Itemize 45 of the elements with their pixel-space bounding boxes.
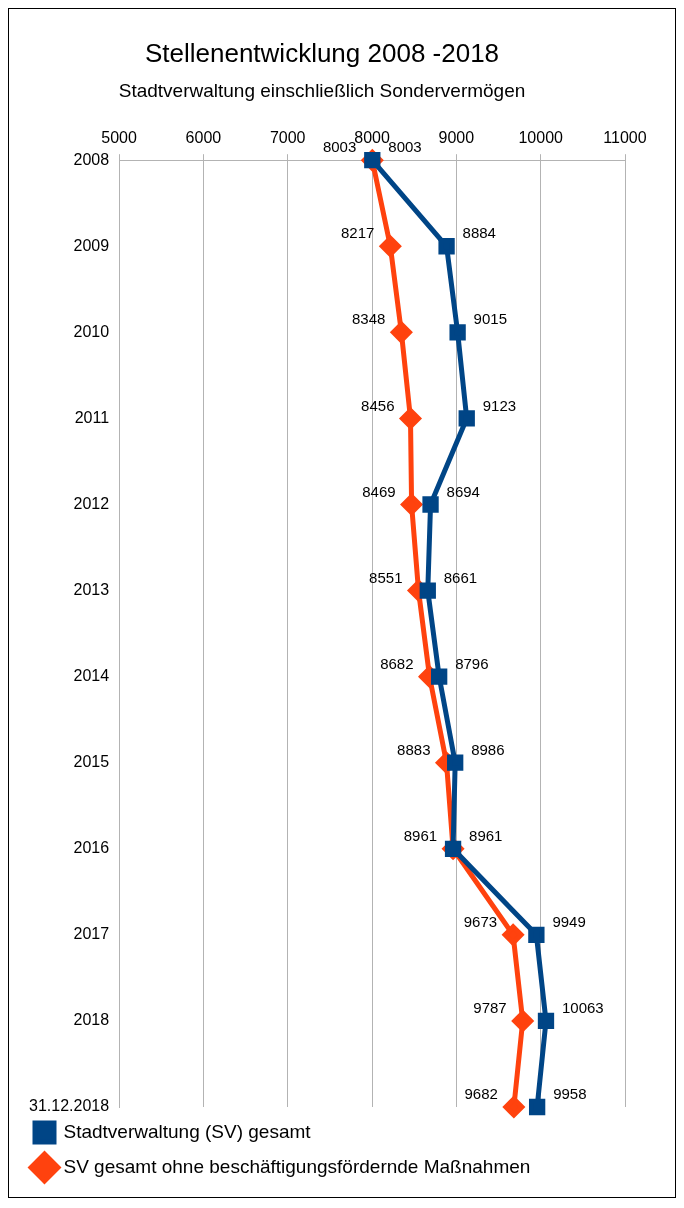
data-label: 9015 [473,310,507,328]
legend-label: Stadtverwaltung (SV) gesamt [63,1120,312,1142]
data-label: 8986 [471,740,505,758]
y-tick-label: 31.12.2018 [29,1097,110,1115]
y-tick-label: 2014 [73,667,110,685]
data-label: 8884 [462,224,496,242]
data-label: 8469 [362,482,396,500]
x-tick-label: 11000 [603,129,647,147]
y-tick-label: 2018 [73,1011,110,1029]
data-label: 8883 [397,740,431,758]
data-label: 9123 [482,396,517,414]
data-label: 8694 [446,482,480,500]
y-tick-label: 2012 [73,494,110,512]
data-label: 8003 [388,138,422,156]
chart-title: Stellenentwicklung 2008 -2018 [144,37,500,68]
data-label: 8551 [369,568,403,586]
data-label: 8348 [352,310,386,328]
chart-subtitle: Stadtverwaltung einschließlich Sondervermögen [118,79,526,101]
data-label: 9949 [552,913,586,930]
data-label: 9682 [464,1085,498,1103]
data-label: 9787 [473,999,507,1017]
x-tick-label: 6000 [185,129,222,147]
legend-label: SV gesamt ohne beschäftigungsfördernde Maßnahmen [63,1155,531,1177]
x-tick-label: 5000 [101,129,137,147]
data-label: 8961 [403,826,438,844]
x-tick-label: 10000 [518,129,564,147]
y-tick-label: 2010 [73,322,110,340]
y-tick-label: 2017 [73,925,110,943]
data-label: 8456 [361,396,395,414]
data-label: 9673 [463,913,498,930]
x-tick-label: 7000 [269,129,306,147]
data-label: 8796 [455,654,489,672]
y-tick-label: 2016 [73,839,110,857]
y-tick-label: 2015 [73,753,110,771]
y-tick-label: 2008 [73,150,110,168]
data-label: 8217 [340,224,375,242]
y-tick-label: 2013 [73,580,110,598]
data-label: 8661 [443,568,478,586]
data-label: 10063 [561,999,604,1017]
data-label: 8682 [380,654,414,672]
data-label: 9958 [553,1085,587,1103]
x-tick-label: 9000 [438,129,475,147]
data-label: 8961 [469,826,503,844]
y-tick-label: 2011 [74,408,110,426]
y-tick-label: 2009 [73,236,110,254]
